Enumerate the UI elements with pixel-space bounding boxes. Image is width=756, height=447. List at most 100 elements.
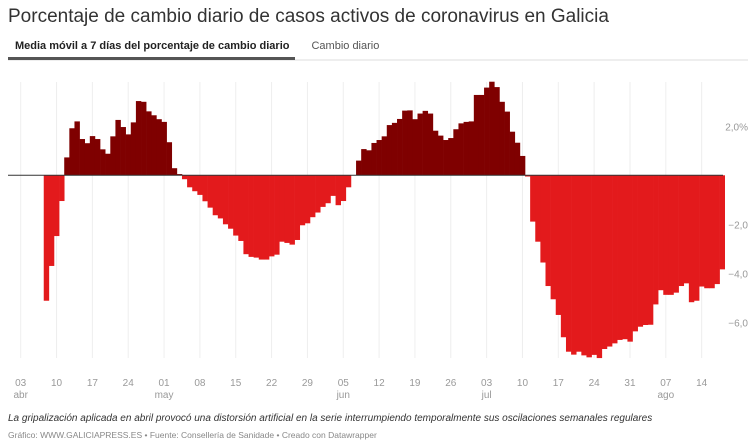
x-tick-label: 24 xyxy=(589,378,601,389)
bar xyxy=(146,111,152,176)
bar xyxy=(233,175,239,236)
bar xyxy=(484,87,490,176)
x-tick-label: 26 xyxy=(445,378,457,389)
bar xyxy=(427,113,434,176)
bar xyxy=(632,175,638,332)
bar xyxy=(228,175,234,229)
bar xyxy=(243,175,249,255)
bar xyxy=(135,101,142,176)
tab-moving-average[interactable]: Media móvil a 7 días del porcentaje de c… xyxy=(8,38,296,60)
bar xyxy=(550,175,557,300)
x-tick-label: 17 xyxy=(87,378,99,389)
bar xyxy=(156,119,162,176)
bar xyxy=(535,175,541,242)
x-tick-label: 31 xyxy=(624,378,636,389)
bar xyxy=(422,110,429,176)
bar xyxy=(299,175,306,226)
bar xyxy=(719,175,725,270)
bar xyxy=(606,175,613,347)
bar xyxy=(263,175,270,260)
bar xyxy=(212,175,219,216)
bar xyxy=(525,175,531,177)
bar xyxy=(181,175,188,180)
bar xyxy=(192,175,198,192)
bar xyxy=(84,143,91,176)
bar xyxy=(115,119,121,176)
bar xyxy=(668,175,674,295)
bar xyxy=(432,130,439,176)
bar xyxy=(105,153,111,176)
x-tick-label: 17 xyxy=(553,378,565,389)
bar xyxy=(161,121,167,176)
bar xyxy=(141,101,147,176)
bar xyxy=(683,175,690,284)
bar xyxy=(565,175,572,352)
bar xyxy=(43,175,50,301)
bar xyxy=(176,174,183,176)
bar xyxy=(166,142,173,176)
bar xyxy=(279,175,285,242)
chart-credit: Gráfico: WWW.GALICIAPRESS.ES • Fuente: C… xyxy=(8,430,377,440)
bar xyxy=(514,142,521,176)
bar xyxy=(53,175,60,237)
x-tick-month: jun xyxy=(336,390,350,401)
tab-daily-change[interactable]: Cambio diario xyxy=(311,40,380,52)
bar xyxy=(376,140,382,176)
bar xyxy=(458,123,464,176)
bar xyxy=(309,175,316,218)
bar xyxy=(202,175,208,202)
x-tick-month: jul xyxy=(481,390,492,401)
x-tick-label: 01 xyxy=(158,378,170,389)
bars xyxy=(43,81,725,359)
bar xyxy=(361,149,367,176)
bar xyxy=(673,175,679,293)
bar xyxy=(443,140,449,176)
bar xyxy=(79,139,85,176)
x-tick-label: 10 xyxy=(517,378,529,389)
bar xyxy=(601,175,608,350)
y-tick-label: −4,0 xyxy=(728,269,748,280)
bar xyxy=(714,175,720,285)
bar xyxy=(519,155,526,176)
bar xyxy=(217,175,224,219)
bar xyxy=(581,175,587,356)
bar xyxy=(704,175,710,289)
bar xyxy=(197,175,203,195)
x-tick-month: may xyxy=(155,390,174,401)
bar xyxy=(463,121,469,176)
bar xyxy=(468,121,475,176)
bar xyxy=(386,125,393,176)
bar xyxy=(69,128,75,176)
bar xyxy=(678,175,685,287)
chart-note: La gripalización aplicada en abril provo… xyxy=(8,413,653,424)
bar xyxy=(59,175,65,202)
bar xyxy=(402,110,408,176)
bar xyxy=(699,175,705,287)
bar xyxy=(530,175,536,222)
bar xyxy=(637,175,644,327)
bar xyxy=(586,175,592,358)
bar xyxy=(596,175,603,359)
y-tick-label: −2,0 xyxy=(728,220,748,231)
bar xyxy=(258,175,265,260)
bar xyxy=(612,175,618,344)
bar xyxy=(248,175,254,257)
bar xyxy=(473,94,480,176)
x-tick-label: 10 xyxy=(51,378,63,389)
bar xyxy=(560,175,567,338)
x-tick-label: 29 xyxy=(302,378,314,389)
x-gridlines xyxy=(20,82,703,358)
bar xyxy=(571,175,577,355)
bar xyxy=(688,175,695,303)
bar xyxy=(647,175,654,325)
bar xyxy=(94,139,101,176)
bar xyxy=(340,175,347,202)
y-tick-label: 2,0% xyxy=(725,122,748,133)
bar xyxy=(504,111,510,176)
x-tick-label: 14 xyxy=(696,378,708,389)
bar xyxy=(294,175,301,240)
bar xyxy=(709,175,715,289)
x-tick-label: 08 xyxy=(194,378,206,389)
bar xyxy=(412,119,418,176)
